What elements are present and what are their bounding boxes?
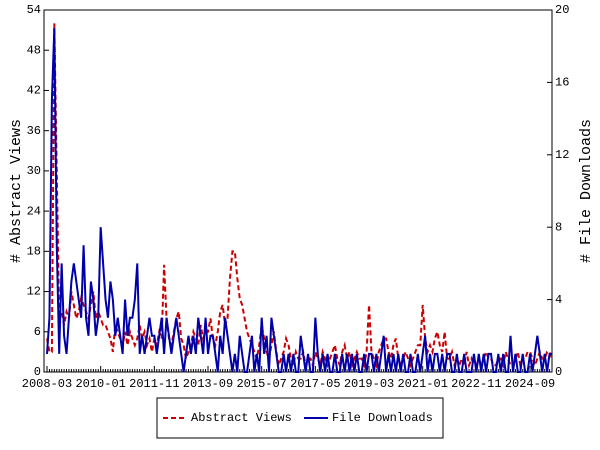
y2-tick-label: 20 bbox=[555, 3, 569, 17]
y2-tick-label: 4 bbox=[555, 293, 562, 307]
y-axis-title: # Abstract Views bbox=[8, 119, 25, 263]
x-tick-label: 2021-01 bbox=[397, 377, 447, 391]
x-tick-label: 2017-05 bbox=[290, 377, 340, 391]
y2-axis-title: # File Downloads bbox=[578, 119, 595, 263]
y-tick-label: 6 bbox=[34, 325, 41, 339]
x-tick-label: 2024-09 bbox=[505, 377, 555, 391]
y-tick-label: 54 bbox=[27, 3, 41, 17]
y-tick-label: 30 bbox=[27, 164, 41, 178]
x-tick-label: 2010-01 bbox=[75, 377, 125, 391]
x-tick-label: 2019-03 bbox=[344, 377, 394, 391]
y2-tick-label: 12 bbox=[555, 148, 569, 162]
y2-tick-label: 16 bbox=[555, 76, 569, 90]
x-tick-label: 2022-11 bbox=[451, 377, 501, 391]
legend-label: Abstract Views bbox=[191, 411, 292, 425]
y2-tick-label: 8 bbox=[555, 220, 562, 234]
x-tick-label: 2013-09 bbox=[183, 377, 233, 391]
x-tick-label: 2015-07 bbox=[236, 377, 286, 391]
y-tick-label: 24 bbox=[27, 204, 41, 218]
legend-label: File Downloads bbox=[332, 411, 433, 425]
data-line bbox=[46, 23, 553, 370]
legend-box bbox=[156, 397, 444, 439]
y-tick-label: 0 bbox=[34, 365, 41, 379]
data-line bbox=[46, 28, 552, 373]
y-tick-label: 48 bbox=[27, 43, 41, 57]
y-tick-label: 18 bbox=[27, 245, 41, 259]
plot-frame bbox=[43, 9, 553, 373]
y2-tick-label: 0 bbox=[555, 365, 562, 379]
y-tick-label: 42 bbox=[27, 84, 41, 98]
y-tick-label: 36 bbox=[27, 124, 41, 138]
x-tick-label: 2011-11 bbox=[129, 377, 179, 391]
y-tick-label: 12 bbox=[27, 285, 41, 299]
x-tick-label: 2008-03 bbox=[22, 377, 72, 391]
